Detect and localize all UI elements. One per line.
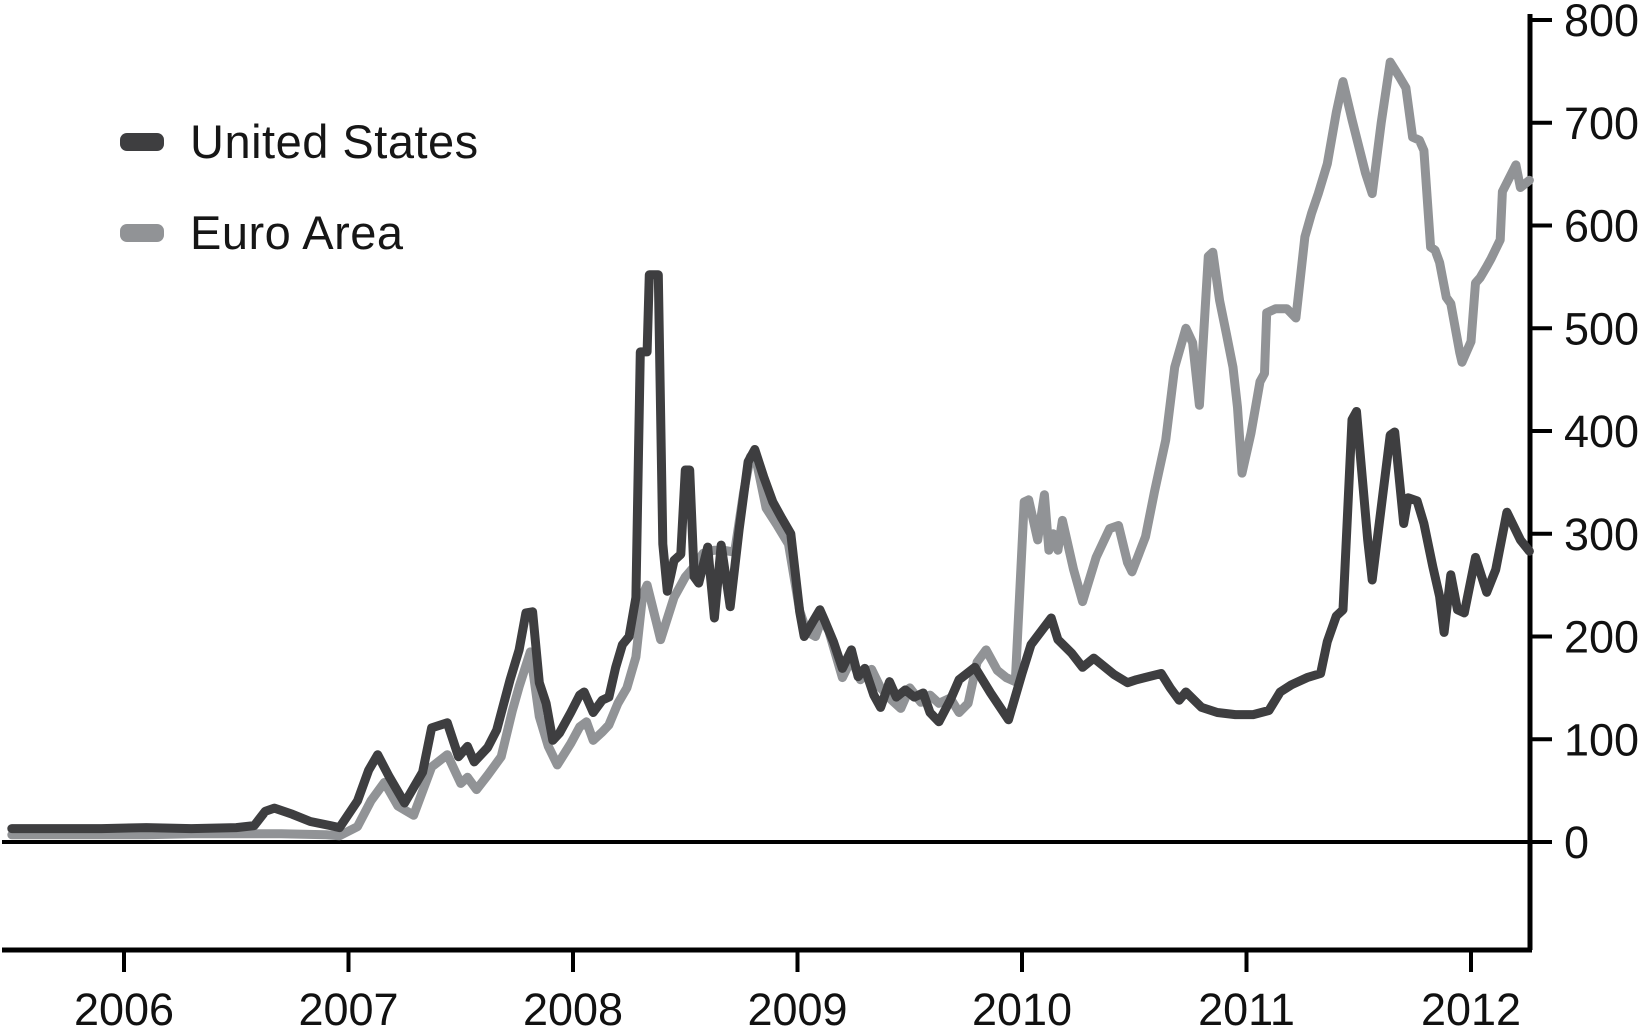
- legend-item-united-states: United States: [120, 118, 479, 165]
- x-tick-label: 2008: [523, 984, 623, 1035]
- legend-swatch-united-states: [120, 132, 164, 151]
- x-tick-label: 2006: [74, 984, 174, 1035]
- x-tick-label: 2011: [1198, 984, 1295, 1035]
- legend-label-euro-area: Euro Area: [190, 206, 404, 259]
- y-tick-label: 0: [1564, 817, 1589, 868]
- series-line-united-states: [7, 270, 1534, 834]
- y-tick-label: 200: [1564, 612, 1639, 663]
- legend: United States Euro Area: [120, 118, 479, 256]
- x-tick-label: 2012: [1421, 984, 1521, 1035]
- legend-label-united-states: United States: [190, 115, 479, 168]
- x-tick-label: 2010: [972, 984, 1072, 1035]
- y-tick-label: 100: [1564, 714, 1639, 765]
- y-tick-label: 600: [1564, 201, 1639, 252]
- series-line-euro-area: [7, 57, 1534, 841]
- x-tick-label: 2007: [298, 984, 398, 1035]
- legend-item-euro-area: Euro Area: [120, 209, 479, 256]
- y-tick-label: 500: [1564, 303, 1639, 354]
- y-tick-label: 800: [1564, 0, 1639, 46]
- y-tick-label: 300: [1564, 509, 1639, 560]
- y-tick-label: 400: [1564, 406, 1639, 457]
- legend-swatch-euro-area: [120, 223, 164, 242]
- x-tick-label: 2009: [747, 984, 847, 1035]
- y-tick-label: 700: [1564, 98, 1639, 149]
